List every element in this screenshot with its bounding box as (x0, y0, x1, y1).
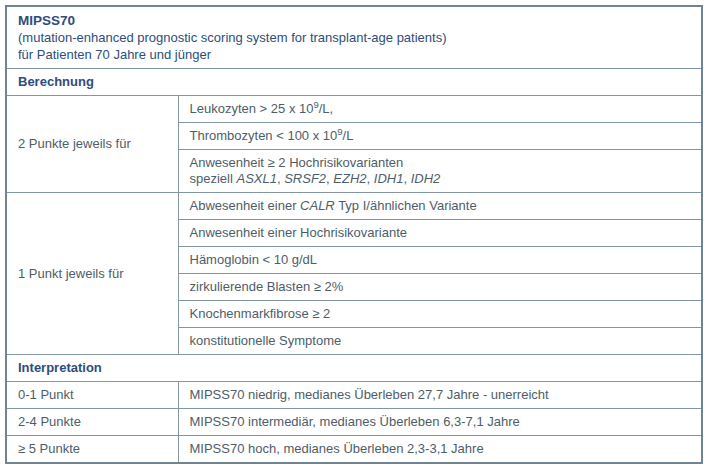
table-subtitle-english: (mutation-enhanced prognostic scoring sy… (18, 29, 690, 46)
criterion-platelets: Thrombozyten < 100 x 109/L (178, 123, 702, 150)
interpretation-row: 0-1 Punkt MIPSS70 niedrig, medianes Über… (6, 382, 702, 409)
points-group-label-2pts: 2 Punkte jeweils für (6, 96, 178, 193)
criterion-bone-marrow-fibrosis: Knochenmarkfibrose ≥ 2 (178, 301, 702, 328)
table-subtitle-german: für Patienten 70 Jahre und jünger (18, 46, 690, 63)
interpretation-result-intermediate: MIPSS70 intermediär, medianes Überleben … (178, 409, 702, 436)
criterion-leukocytes: Leukozyten > 25 x 109/L, (178, 96, 702, 123)
section-header-interpretation: Interpretation (6, 355, 702, 382)
interpretation-row: 2-4 Punkte MIPSS70 intermediär, medianes… (6, 409, 702, 436)
criterion-hemoglobin: Hämoglobin < 10 g/dL (178, 247, 702, 274)
points-range-intermediate: 2-4 Punkte (6, 409, 178, 436)
table-header-row: MIPSS70 (mutation-enhanced prognostic sc… (6, 6, 702, 69)
criterion-row: 1 Punkt jeweils für Abwesenheit einer CA… (6, 193, 702, 220)
section-header-berechnung: Berechnung (6, 69, 702, 96)
points-group-label-1pt: 1 Punkt jeweils für (6, 193, 178, 355)
points-range-low: 0-1 Punkt (6, 382, 178, 409)
interpretation-row: ≥ 5 Punkte MIPSS70 hoch, medianes Überle… (6, 436, 702, 464)
points-range-high: ≥ 5 Punkte (6, 436, 178, 464)
table-header-cell: MIPSS70 (mutation-enhanced prognostic sc… (6, 6, 702, 69)
interpretation-result-low: MIPSS70 niedrig, medianes Überleben 27,7… (178, 382, 702, 409)
criterion-circulating-blasts: zirkulierende Blasten ≥ 2% (178, 274, 702, 301)
page: MIPSS70 (mutation-enhanced prognostic sc… (5, 5, 703, 464)
criterion-calr-absence: Abwesenheit einer CALR Typ I/ähnlichen V… (178, 193, 702, 220)
criterion-one-high-risk-variant: Anwesenheit einer Hochrisikovariante (178, 220, 702, 247)
criterion-high-risk-variants: Anwesenheit ≥ 2 Hochrisikovariantenspezi… (178, 150, 702, 193)
criterion-row: 2 Punkte jeweils für Leukozyten > 25 x 1… (6, 96, 702, 123)
section-row-berechnung: Berechnung (6, 69, 702, 96)
section-row-interpretation: Interpretation (6, 355, 702, 382)
mipss70-table: MIPSS70 (mutation-enhanced prognostic sc… (5, 5, 703, 464)
interpretation-result-high: MIPSS70 hoch, medianes Überleben 2,3-3,1… (178, 436, 702, 464)
table-title: MIPSS70 (18, 12, 690, 29)
criterion-constitutional-symptoms: konstitutionelle Symptome (178, 328, 702, 355)
